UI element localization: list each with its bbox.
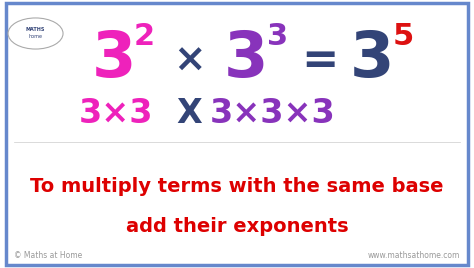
Text: 2: 2 bbox=[134, 22, 155, 51]
Text: © Maths at Home: © Maths at Home bbox=[14, 251, 82, 260]
Text: 3: 3 bbox=[267, 22, 288, 51]
Text: 3: 3 bbox=[91, 28, 136, 90]
Text: To multiply terms with the same base: To multiply terms with the same base bbox=[30, 177, 444, 196]
Text: www.mathsathome.com: www.mathsathome.com bbox=[367, 251, 460, 260]
Text: MATHS: MATHS bbox=[26, 27, 45, 32]
Text: 3×3×3: 3×3×3 bbox=[210, 97, 336, 131]
Text: X: X bbox=[177, 97, 202, 131]
Text: add their exponents: add their exponents bbox=[126, 217, 348, 236]
Text: 3×3: 3×3 bbox=[79, 97, 154, 131]
Text: 3: 3 bbox=[350, 28, 394, 90]
Text: home: home bbox=[28, 34, 43, 39]
Text: 5: 5 bbox=[392, 22, 413, 51]
Text: ×: × bbox=[173, 41, 206, 79]
Circle shape bbox=[8, 18, 63, 49]
Text: =: = bbox=[301, 39, 338, 82]
Text: 3: 3 bbox=[224, 28, 269, 90]
